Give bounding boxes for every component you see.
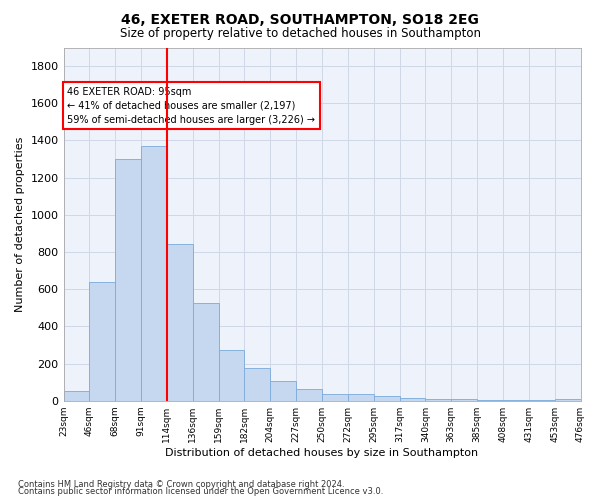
- Text: 46 EXETER ROAD: 95sqm
← 41% of detached houses are smaller (2,197)
59% of semi-d: 46 EXETER ROAD: 95sqm ← 41% of detached …: [67, 86, 316, 124]
- Bar: [400, 398, 425, 400]
- Bar: [451, 399, 477, 400]
- Text: Size of property relative to detached houses in Southampton: Size of property relative to detached ho…: [119, 28, 481, 40]
- Bar: [348, 394, 374, 400]
- Bar: [193, 303, 218, 400]
- Bar: [115, 159, 141, 400]
- Bar: [89, 282, 115, 401]
- Bar: [64, 392, 89, 400]
- Bar: [218, 350, 244, 401]
- Bar: [425, 399, 451, 400]
- Text: Contains public sector information licensed under the Open Government Licence v3: Contains public sector information licen…: [18, 488, 383, 496]
- Bar: [374, 396, 400, 400]
- Bar: [141, 146, 167, 401]
- Bar: [271, 381, 296, 400]
- Y-axis label: Number of detached properties: Number of detached properties: [15, 136, 25, 312]
- X-axis label: Distribution of detached houses by size in Southampton: Distribution of detached houses by size …: [166, 448, 479, 458]
- Bar: [554, 399, 581, 400]
- Bar: [167, 244, 193, 400]
- Text: 46, EXETER ROAD, SOUTHAMPTON, SO18 2EG: 46, EXETER ROAD, SOUTHAMPTON, SO18 2EG: [121, 12, 479, 26]
- Bar: [244, 368, 271, 400]
- Bar: [296, 388, 322, 400]
- Text: Contains HM Land Registry data © Crown copyright and database right 2024.: Contains HM Land Registry data © Crown c…: [18, 480, 344, 489]
- Bar: [322, 394, 348, 400]
